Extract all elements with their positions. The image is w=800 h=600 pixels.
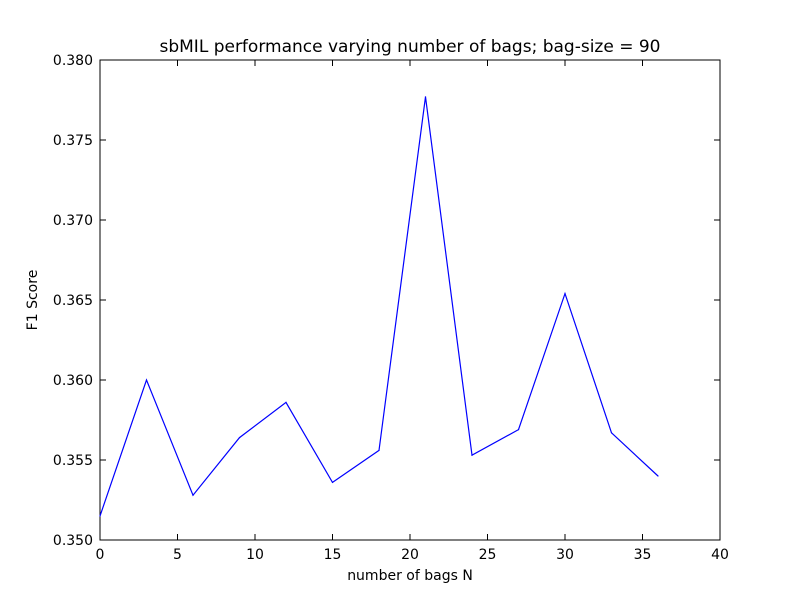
data-point <box>564 293 566 295</box>
y-tick-label: 0.375 <box>53 133 93 149</box>
x-tick-label: 40 <box>711 547 729 563</box>
data-point <box>238 437 241 439</box>
data-point <box>99 515 101 517</box>
y-tick-label: 0.365 <box>53 293 93 309</box>
x-tick-label: 25 <box>479 547 497 563</box>
x-tick-label: 5 <box>173 547 182 563</box>
x-axis-label: number of bags N <box>347 568 473 584</box>
plot-area <box>99 59 721 541</box>
y-axis-label: F1 Score <box>25 270 41 331</box>
x-tick-label: 0 <box>96 547 105 563</box>
data-point <box>424 96 427 98</box>
data-point <box>471 454 473 456</box>
data-point <box>517 429 520 431</box>
data-point <box>145 379 148 381</box>
x-tick-label: 35 <box>634 547 652 563</box>
y-tick-label: 0.380 <box>53 53 93 69</box>
y-tick-label: 0.350 <box>53 533 93 549</box>
x-tick-label: 10 <box>246 547 264 563</box>
x-tick-label: 20 <box>401 547 419 563</box>
data-point <box>331 481 334 483</box>
data-point <box>192 494 194 496</box>
y-tick-label: 0.370 <box>53 213 93 229</box>
x-tick-label: 30 <box>556 547 574 563</box>
x-tick-label: 15 <box>324 547 342 563</box>
data-point <box>657 475 659 477</box>
y-tick-label: 0.360 <box>53 373 93 389</box>
data-point <box>285 401 287 403</box>
data-point <box>378 449 380 451</box>
y-tick-label: 0.355 <box>53 453 93 469</box>
axis-ticks: 0 5 10 15 20 25 30 35 40 0.350 0.355 0.360 0.365 0.37… <box>53 53 729 563</box>
series-layer <box>99 96 659 517</box>
data-point <box>610 432 613 434</box>
chart-title: sbMIL performance varying number of bags… <box>159 37 660 57</box>
